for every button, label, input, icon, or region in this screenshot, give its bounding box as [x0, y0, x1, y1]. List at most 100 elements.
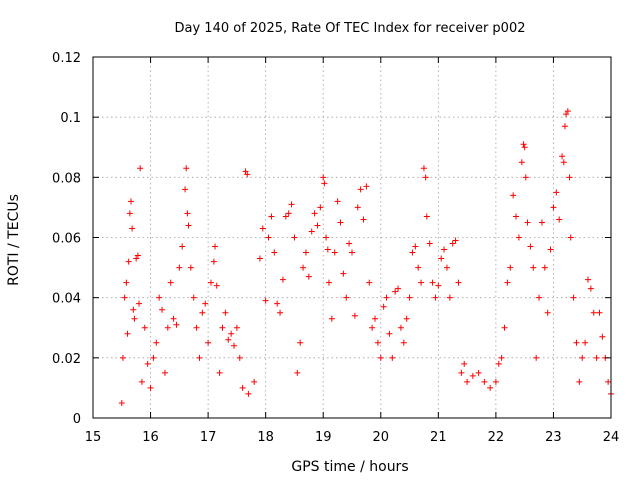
data-point [469, 372, 476, 379]
data-point [184, 210, 191, 217]
data-point [366, 279, 373, 286]
data-point [259, 225, 266, 232]
data-point [435, 282, 442, 289]
data-point [533, 354, 540, 361]
data-point [183, 165, 190, 172]
data-point [285, 210, 292, 217]
data-point [579, 354, 586, 361]
data-point [225, 336, 232, 343]
data-point [239, 384, 246, 391]
data-point [438, 255, 445, 262]
y-tick-label: 0.04 [52, 292, 81, 307]
data-point [262, 297, 269, 304]
data-point [193, 324, 200, 331]
data-point [291, 234, 298, 241]
x-tick-label: 20 [373, 430, 390, 445]
data-point [156, 294, 163, 301]
data-point [369, 324, 376, 331]
data-point [561, 123, 568, 130]
data-point [294, 369, 301, 376]
data-point [415, 264, 422, 271]
data-point [351, 312, 358, 319]
x-tick-label: 22 [488, 430, 505, 445]
data-point [202, 300, 209, 307]
data-point [536, 294, 543, 301]
data-point [429, 279, 436, 286]
data-point [213, 282, 220, 289]
data-point [360, 216, 367, 223]
data-point [199, 309, 206, 316]
data-point [325, 279, 332, 286]
data-point [277, 309, 284, 316]
data-point [137, 165, 144, 172]
y-tick-label: 0.08 [52, 171, 81, 186]
data-point [131, 315, 138, 322]
data-point [125, 258, 132, 265]
data-point [377, 354, 384, 361]
data-point [513, 213, 520, 220]
data-point [527, 243, 534, 250]
data-point [530, 264, 537, 271]
chart-title: Day 140 of 2025, Rate Of TEC Index for r… [175, 21, 526, 36]
data-point [297, 339, 304, 346]
data-point [372, 315, 379, 322]
data-point [400, 339, 407, 346]
data-point [593, 354, 600, 361]
data-point [196, 354, 203, 361]
data-point [124, 330, 131, 337]
x-tick-label: 19 [315, 430, 332, 445]
data-point [541, 264, 548, 271]
data-point [553, 189, 560, 196]
data-point [596, 309, 603, 316]
data-point [507, 264, 514, 271]
data-point [423, 213, 430, 220]
data-point [300, 264, 307, 271]
data-point [121, 294, 128, 301]
data-point [406, 294, 413, 301]
data-point [397, 324, 404, 331]
data-point [144, 360, 151, 367]
data-point [337, 219, 344, 226]
data-point [150, 354, 157, 361]
data-point [219, 324, 226, 331]
y-tick-label: 0.12 [52, 51, 81, 66]
data-point [346, 240, 353, 247]
x-tick-label: 24 [603, 430, 620, 445]
data-point [179, 243, 186, 250]
data-point [340, 270, 347, 277]
data-point [443, 264, 450, 271]
data-point [524, 219, 531, 226]
data-point [446, 294, 453, 301]
data-point [212, 243, 219, 250]
data-point [133, 255, 140, 262]
x-tick-label: 16 [142, 430, 159, 445]
data-point [129, 225, 136, 232]
data-point [547, 246, 554, 253]
y-tick-label: 0.02 [52, 352, 81, 367]
data-point [251, 378, 258, 385]
data-point [320, 174, 327, 181]
data-point [187, 264, 194, 271]
data-point [582, 339, 589, 346]
data-point [147, 384, 154, 391]
data-point [461, 360, 468, 367]
data-point [464, 378, 471, 385]
data-point [409, 249, 416, 256]
x-tick-label: 15 [85, 430, 102, 445]
data-point [279, 276, 286, 283]
data-point [538, 219, 545, 226]
data-point [331, 249, 338, 256]
data-points [118, 108, 614, 406]
data-point [288, 201, 295, 208]
data-point [216, 369, 223, 376]
data-point [185, 222, 192, 229]
data-point [515, 234, 522, 241]
data-point [118, 399, 125, 406]
data-point [510, 192, 517, 199]
data-point [386, 330, 393, 337]
data-point [141, 324, 148, 331]
data-point [570, 294, 577, 301]
x-tick-label: 21 [430, 430, 447, 445]
data-point [271, 249, 278, 256]
data-point [564, 108, 571, 115]
